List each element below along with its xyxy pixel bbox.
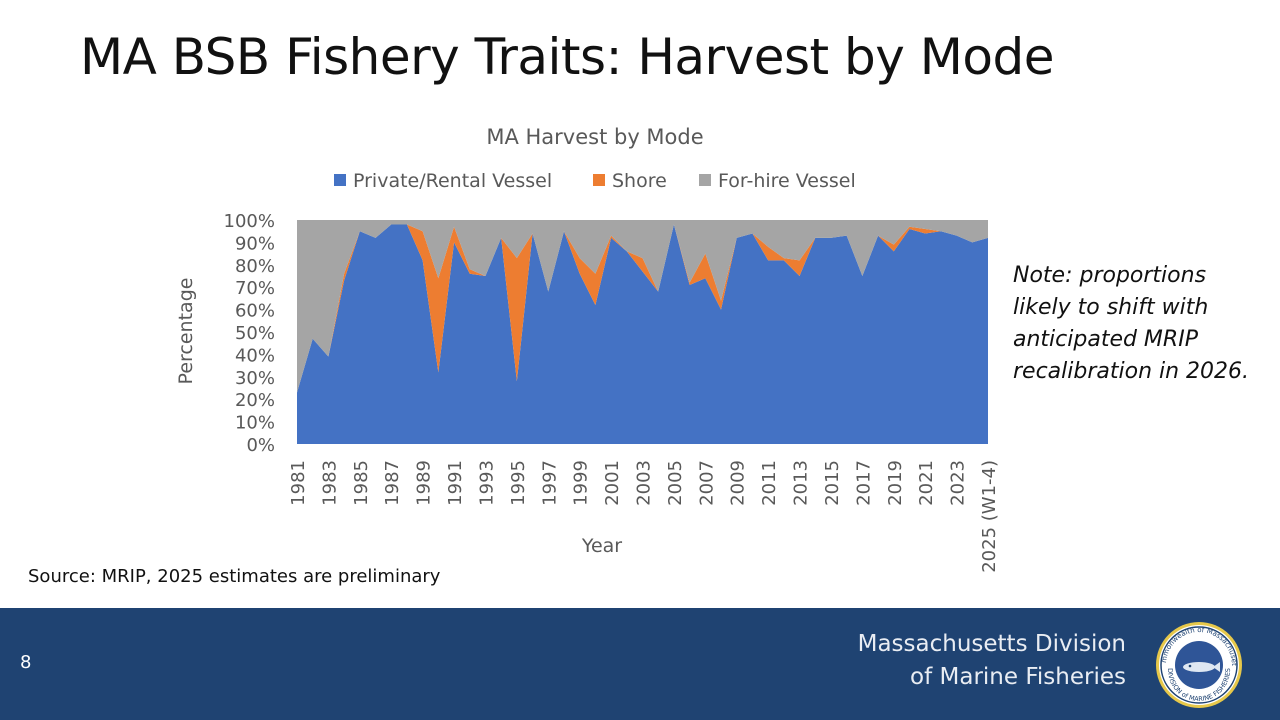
y-tick-label: 30% xyxy=(235,368,275,389)
y-tick-label: 20% xyxy=(235,390,275,411)
x-tick-label: 1993 xyxy=(476,460,497,506)
x-tick-label: 2003 xyxy=(634,460,655,506)
organization-name: Massachusetts Division of Marine Fisheri… xyxy=(858,628,1126,694)
x-tick-label: 2023 xyxy=(948,460,969,506)
x-tick-label: 1995 xyxy=(508,460,529,506)
y-axis: 0%10%20%30%40%50%60%70%80%90%100% xyxy=(224,211,275,456)
x-tick-label: 2009 xyxy=(728,460,749,506)
x-tick-label: 1991 xyxy=(445,460,466,506)
footer-bar: 8 Massachusetts Division of Marine Fishe… xyxy=(0,608,1280,720)
x-tick-label: 2011 xyxy=(759,460,780,506)
x-tick-label: 2015 xyxy=(822,460,843,506)
x-tick-label: 2005 xyxy=(665,460,686,506)
recalibration-note: Note: proportions likely to shift with a… xyxy=(1013,263,1250,384)
y-tick-label: 70% xyxy=(235,278,275,299)
page-number: 8 xyxy=(20,652,32,673)
x-tick-label: 2021 xyxy=(916,460,937,506)
legend-swatch xyxy=(593,174,605,186)
legend-label: Shore xyxy=(612,170,667,192)
harvest-by-mode-chart: MA Harvest by Mode Private/Rental Vessel… xyxy=(175,125,1000,573)
x-tick-label: 2019 xyxy=(885,460,906,506)
org-name-line-2: of Marine Fisheries xyxy=(910,664,1126,690)
legend-swatch xyxy=(699,174,711,186)
x-tick-label: 2017 xyxy=(853,460,874,506)
x-tick-label: 1989 xyxy=(414,460,435,506)
slide-title: MA BSB Fishery Traits: Harvest by Mode xyxy=(80,28,1054,86)
y-axis-title: Percentage xyxy=(175,278,197,385)
series-area-private-rental-vessel xyxy=(297,224,988,444)
y-tick-label: 0% xyxy=(246,435,275,456)
chart-plot-area xyxy=(297,220,988,444)
x-tick-label: 1997 xyxy=(539,460,560,506)
y-tick-label: 10% xyxy=(235,413,275,434)
y-tick-label: 50% xyxy=(235,323,275,344)
source-note: Source: MRIP, 2025 estimates are prelimi… xyxy=(28,566,441,587)
y-tick-label: 80% xyxy=(235,256,275,277)
series-area-for-hire-vessel xyxy=(297,220,988,393)
legend-label: For-hire Vessel xyxy=(718,170,856,192)
y-tick-label: 60% xyxy=(235,301,275,322)
x-tick-label: 1981 xyxy=(288,460,309,506)
x-tick-label: 1987 xyxy=(382,460,403,506)
x-tick-label: 2007 xyxy=(696,460,717,506)
y-tick-label: 40% xyxy=(235,345,275,366)
x-tick-label: 1985 xyxy=(351,460,372,506)
legend-label: Private/Rental Vessel xyxy=(353,170,552,192)
legend-swatch xyxy=(334,174,346,186)
y-tick-label: 100% xyxy=(224,211,275,232)
x-axis-title: Year xyxy=(581,535,622,557)
x-tick-label: 2001 xyxy=(602,460,623,506)
x-axis: 1981 1983 1985 1987 1989 1991 1993 1995 1997 1999… xyxy=(288,460,1000,573)
chart-legend: Private/Rental Vessel Shore For-hire Vesse… xyxy=(334,170,856,192)
y-tick-label: 90% xyxy=(235,233,275,254)
x-tick-label: 1999 xyxy=(571,460,592,506)
x-tick-label: 2013 xyxy=(791,460,812,506)
x-tick-label: 1983 xyxy=(319,460,340,506)
chart-title: MA Harvest by Mode xyxy=(486,125,703,149)
org-name-line-1: Massachusetts Division xyxy=(857,631,1126,657)
x-tick-label: 2025 (W1-4) xyxy=(979,460,1000,573)
dmf-seal-logo: Commonwealth of Massachusetts DIVISION o… xyxy=(1154,620,1242,708)
